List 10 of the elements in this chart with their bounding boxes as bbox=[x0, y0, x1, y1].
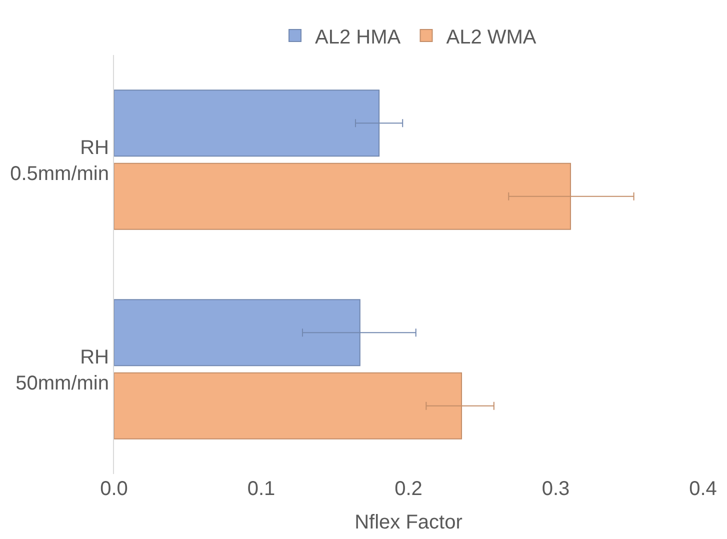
y-tick-label: RH 50mm/min bbox=[16, 346, 109, 394]
x-tick-label: 0.4 bbox=[689, 478, 717, 500]
x-tick-label: 0.2 bbox=[394, 478, 422, 500]
x-tick-label: 0.1 bbox=[247, 478, 276, 500]
y-tick-label: RH 0.5mm/min bbox=[10, 136, 109, 185]
legend-label: AL2 HMA bbox=[315, 26, 402, 48]
x-axis-title: Nflex Factor bbox=[354, 512, 463, 534]
x-tick-label: 0.3 bbox=[542, 478, 570, 500]
legend-label: AL2 WMA bbox=[446, 26, 537, 48]
x-tick-label: 0.0 bbox=[100, 478, 128, 500]
